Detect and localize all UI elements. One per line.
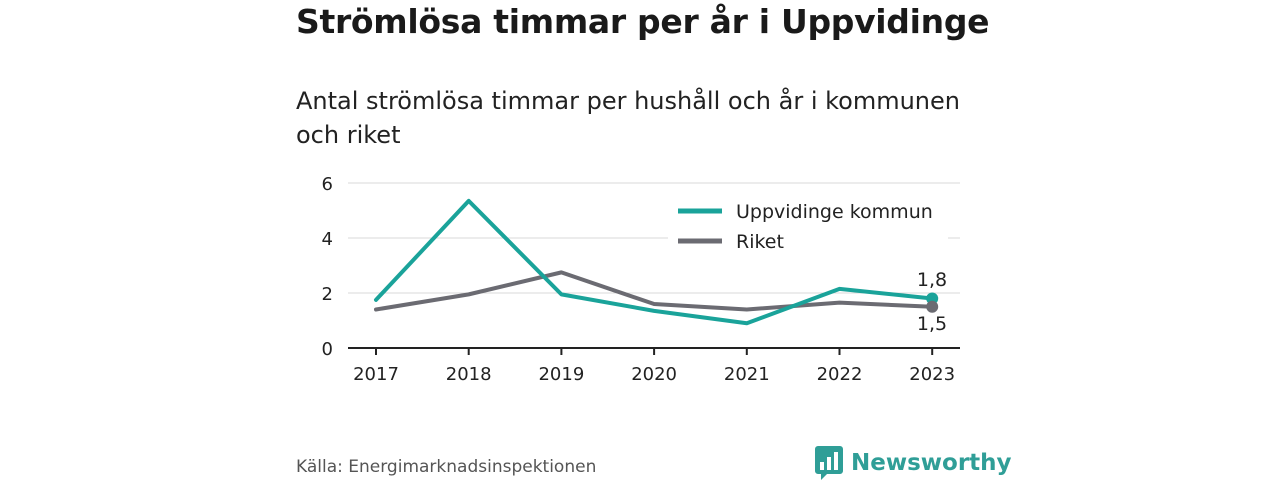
newsworthy-logo-icon [815,446,843,480]
y-tick-label: 4 [322,229,333,250]
y-tick-label: 0 [322,339,333,360]
y-tick-label: 2 [322,284,333,305]
brand-name: Newsworthy [851,450,1012,476]
x-tick-label: 2022 [817,364,863,385]
x-tick-label: 2018 [446,364,492,385]
legend-label: Uppvidinge kommun [736,201,933,223]
series-end-point-0 [926,292,939,305]
x-tick-label: 2020 [631,364,677,385]
series-line-1 [374,270,935,312]
series-end-point-1 [926,300,939,313]
x-tick-label: 2017 [353,364,399,385]
chart-title: Strömlösa timmar per år i Uppvidinge [296,2,990,41]
x-tick-label: 2023 [909,364,955,385]
brand-logo: Newsworthy [815,446,1012,480]
series-line-0 [374,198,935,326]
source-note: Källa: Energimarknadsinspektionen [296,457,597,477]
legend-label: Riket [736,231,784,253]
end-value-label: 1,8 [917,269,947,291]
x-tick-label: 2019 [538,364,584,385]
chart-subtitle: Antal strömlösa timmar per hushåll och å… [296,87,960,149]
x-tick-label: 2021 [724,364,770,385]
end-value-label: 1,5 [917,313,947,335]
legend-background [668,196,948,258]
y-tick-label: 6 [322,174,333,195]
